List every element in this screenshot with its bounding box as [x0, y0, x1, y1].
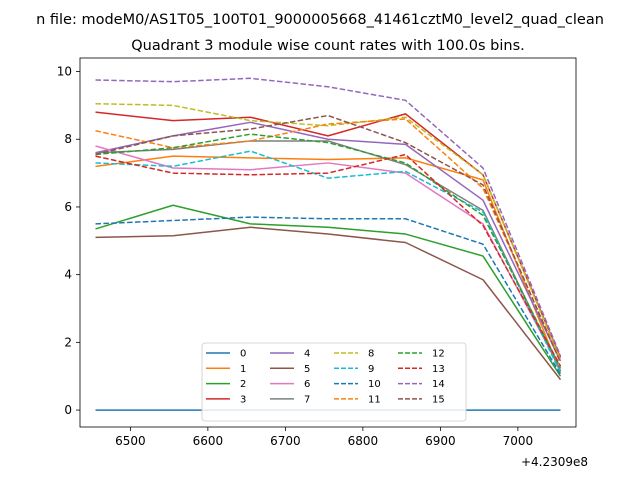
legend-label-4: 4	[304, 349, 310, 360]
series-line-5	[95, 226, 562, 381]
y-tick-label: 10	[57, 65, 72, 79]
series-line-13	[95, 153, 562, 367]
series-line-11	[95, 118, 562, 362]
series-line-14	[95, 77, 562, 357]
series-line-8	[95, 102, 562, 360]
series-line-9	[95, 150, 562, 374]
legend-label-12: 12	[432, 349, 445, 360]
y-tick-label: 0	[64, 403, 72, 417]
figure-suptitle: n file: modeM0/AS1T05_100T01_9000005668_…	[36, 12, 604, 28]
series-line-1	[95, 155, 562, 374]
y-tick-label: 2	[64, 335, 72, 349]
series-line-3	[95, 111, 562, 358]
legend-label-6: 6	[304, 379, 310, 390]
x-tick-label: 6900	[425, 434, 456, 448]
x-offset-label: +4.2309e8	[521, 455, 588, 469]
series-layer	[95, 77, 562, 411]
x-tick-label: 6500	[115, 434, 146, 448]
series-line-7	[95, 140, 562, 372]
y-tick-label: 8	[64, 132, 72, 146]
legend-label-3: 3	[240, 394, 246, 405]
x-tick-label: 6800	[348, 434, 379, 448]
legend-label-1: 1	[240, 364, 246, 375]
legend-label-11: 11	[368, 394, 381, 405]
plot-frame	[79, 57, 577, 428]
series-line-10	[95, 216, 562, 375]
legend-label-7: 7	[304, 394, 310, 405]
legend-label-10: 10	[368, 379, 381, 390]
y-tick-label: 4	[64, 268, 72, 282]
x-tick-label: 6600	[193, 434, 224, 448]
x-tick-label: 6700	[270, 434, 301, 448]
series-line-2	[95, 204, 562, 377]
legend-label-0: 0	[240, 349, 246, 360]
y-tick-label: 6	[64, 200, 72, 214]
x-tick-label: 7000	[503, 434, 534, 448]
legend-label-2: 2	[240, 379, 246, 390]
series-line-4	[95, 121, 562, 362]
legend-label-9: 9	[368, 364, 374, 375]
legend-label-13: 13	[432, 364, 445, 375]
legend-label-5: 5	[304, 364, 310, 375]
legend-box	[201, 342, 467, 422]
series-line-12	[95, 133, 562, 369]
chart-title: Quadrant 3 module wise count rates with …	[131, 38, 525, 54]
series-line-15	[95, 114, 562, 363]
legend-label-14: 14	[432, 379, 445, 390]
legend-label-15: 15	[432, 394, 445, 405]
series-line-6	[95, 145, 562, 370]
legend-label-8: 8	[368, 349, 374, 360]
